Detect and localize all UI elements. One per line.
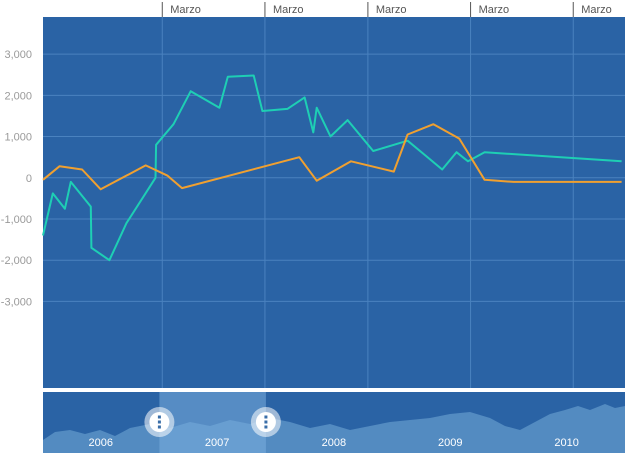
y-tick-label: 0 [26, 173, 32, 185]
series-line-1 [42, 74, 622, 262]
y-tick-label: 1,000 [4, 132, 32, 144]
navigator-year-label: 2009 [438, 437, 462, 449]
navigator-handles[interactable] [144, 407, 281, 437]
handle-grip-dot [264, 420, 268, 424]
y-axis: 3,000 2,000 1,000 0 -1,000 -2,000 -3,000 [1, 49, 32, 308]
y-tick-label: -1,000 [1, 214, 32, 226]
grid-layer [43, 17, 625, 388]
top-axis-label: Marzo [376, 4, 407, 16]
handle-grip-dot [264, 425, 268, 429]
navigator[interactable]: 2006 2007 2008 2009 2010 [43, 392, 625, 453]
navigator-year-label: 2007 [205, 437, 229, 449]
top-axis-label: Marzo [273, 4, 304, 16]
navigator-selection[interactable] [159, 392, 266, 453]
y-tick-label: -2,000 [1, 255, 32, 267]
navigator-year-label: 2006 [88, 437, 112, 449]
handle-grip-dot [264, 415, 268, 419]
handle-grip-dot [157, 415, 161, 419]
top-axis-label: Marzo [581, 4, 612, 16]
handle-grip-dot [157, 420, 161, 424]
y-tick-label: -3,000 [1, 296, 32, 308]
top-axis-label: Marzo [479, 4, 510, 16]
navigator-year-labels: 2006 2007 2008 2009 2010 [88, 437, 578, 449]
y-tick-label: 2,000 [4, 90, 32, 102]
navigator-year-label: 2010 [554, 437, 578, 449]
navigator-handle-left[interactable] [144, 407, 175, 437]
y-tick-label: 3,000 [4, 49, 32, 61]
top-axis: Marzo Marzo Marzo Marzo Marzo [161, 2, 612, 17]
navigator-year-label: 2008 [322, 437, 346, 449]
top-axis-label: Marzo [170, 4, 201, 16]
series-line-2 [42, 123, 622, 191]
plot-background [43, 17, 625, 388]
handle-grip-dot [157, 425, 161, 429]
series-layer [42, 74, 622, 262]
navigator-handle-right[interactable] [250, 407, 281, 437]
